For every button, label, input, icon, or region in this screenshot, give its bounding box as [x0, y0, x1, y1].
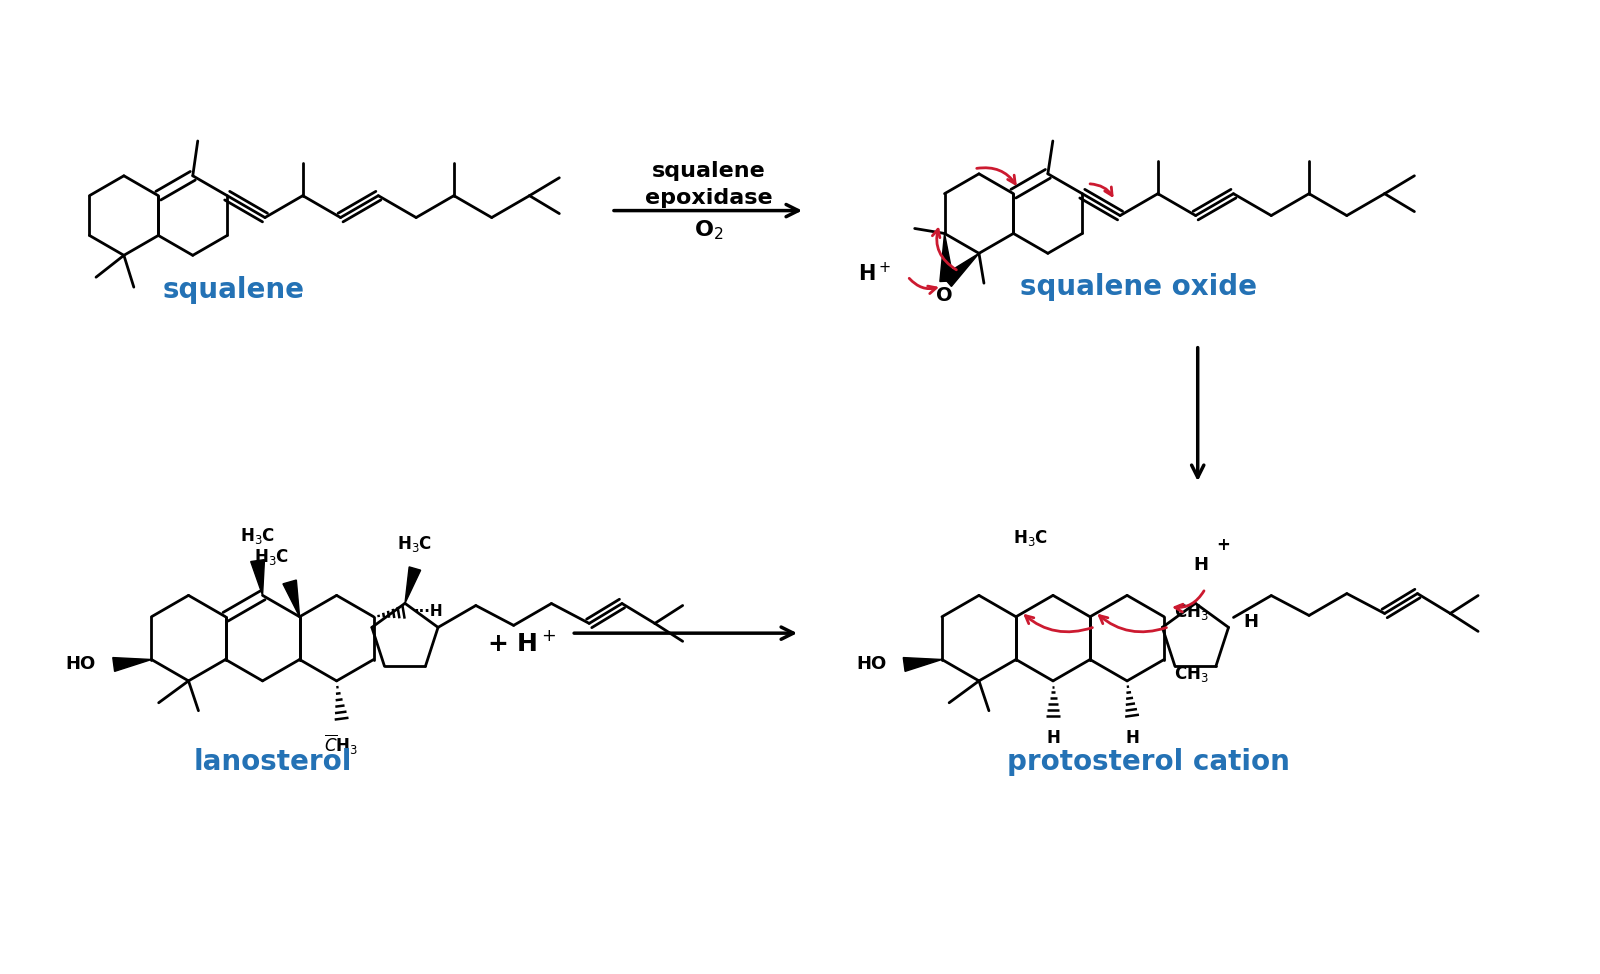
Text: H: H [1194, 555, 1208, 574]
FancyArrowPatch shape [933, 229, 957, 270]
Text: H$_3$C: H$_3$C [240, 526, 275, 545]
FancyArrowPatch shape [909, 279, 936, 293]
Text: HO: HO [856, 656, 886, 673]
Text: +: + [1216, 536, 1230, 553]
Text: O: O [936, 285, 952, 305]
Text: squalene: squalene [162, 277, 304, 304]
Polygon shape [405, 567, 421, 603]
Text: ···H: ···H [413, 604, 443, 619]
FancyArrowPatch shape [976, 168, 1014, 184]
Polygon shape [251, 560, 264, 595]
FancyArrowPatch shape [1099, 616, 1166, 632]
Text: CH$_3$: CH$_3$ [1174, 664, 1210, 685]
Text: epoxidase: epoxidase [645, 188, 773, 207]
Text: O$_2$: O$_2$ [694, 219, 723, 243]
Text: H: H [1046, 729, 1059, 747]
Text: protosterol cation: protosterol cation [1006, 748, 1290, 776]
Polygon shape [942, 253, 979, 286]
Text: H: H [1243, 614, 1259, 631]
Polygon shape [904, 657, 942, 671]
Text: HO: HO [66, 656, 96, 673]
Text: squalene oxide: squalene oxide [1019, 273, 1256, 301]
Text: CH$_3$: CH$_3$ [1174, 602, 1210, 621]
Text: H: H [1125, 729, 1139, 747]
Text: H$_3$C: H$_3$C [397, 534, 432, 553]
Polygon shape [283, 581, 299, 617]
Text: $\overline{C}$H$_3$: $\overline{C}$H$_3$ [325, 732, 358, 757]
FancyArrowPatch shape [1090, 184, 1112, 196]
FancyArrowPatch shape [1174, 591, 1203, 612]
Text: + H$^+$: + H$^+$ [486, 630, 557, 656]
Text: H$^+$: H$^+$ [858, 262, 891, 284]
FancyArrowPatch shape [1026, 616, 1093, 632]
Text: lanosterol: lanosterol [194, 748, 352, 776]
Polygon shape [939, 234, 954, 281]
Text: squalene: squalene [651, 161, 765, 181]
Text: H$_3$C: H$_3$C [1013, 528, 1048, 547]
Polygon shape [112, 657, 152, 671]
Text: H$_3$C: H$_3$C [254, 547, 290, 567]
